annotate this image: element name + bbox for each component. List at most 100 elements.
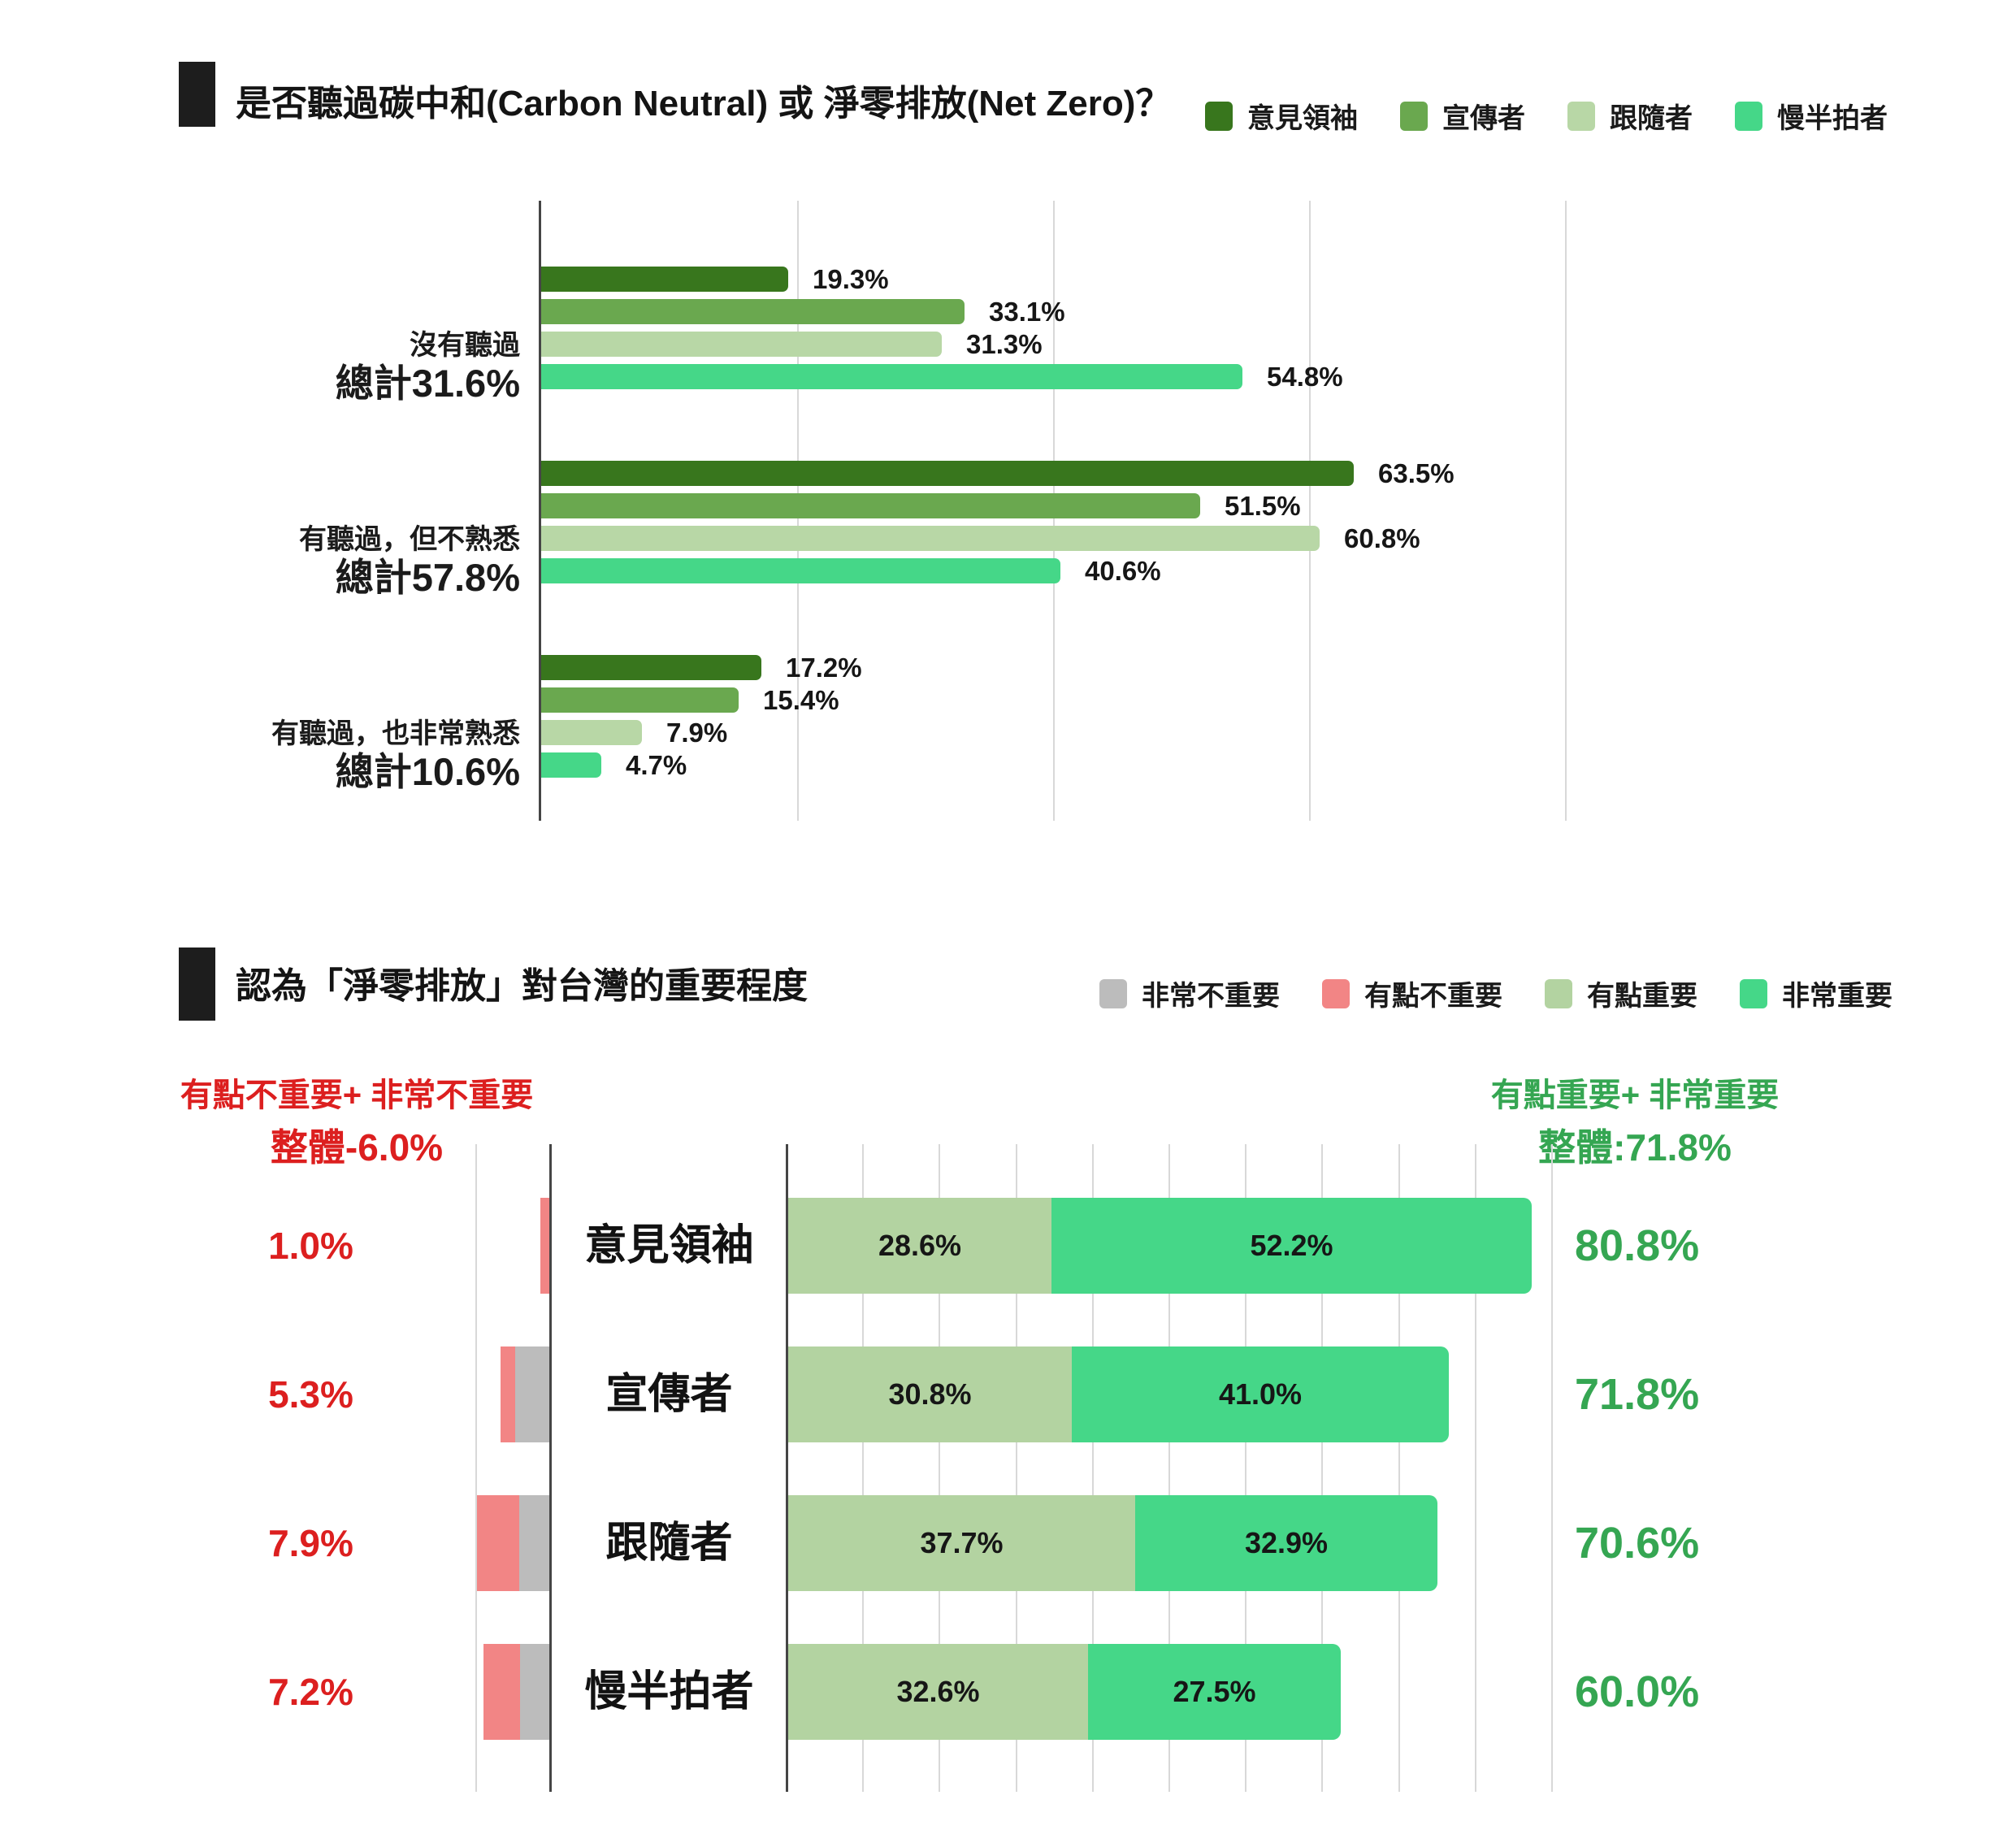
legend-swatch xyxy=(1400,101,1428,131)
legend-label: 意見領袖 xyxy=(1247,103,1358,134)
segment-value: 52.2% xyxy=(1250,1229,1333,1262)
chart1-group-total: 總計31.6% xyxy=(335,362,520,405)
chart1-legend: 意見領袖 宣傳者 跟隨者 慢半拍者 xyxy=(1205,96,1888,136)
chart1-bar-value: 31.3% xyxy=(966,329,1043,359)
segment-value: 30.8% xyxy=(888,1377,972,1411)
legend-label: 非常重要 xyxy=(1782,981,1892,1012)
segment-value: 32.6% xyxy=(896,1675,980,1708)
segment-very-important: 27.5% xyxy=(1088,1644,1341,1740)
legend-item: 非常重要 xyxy=(1740,974,1892,1013)
legend-swatch xyxy=(1099,978,1127,1008)
chart1-group-name: 有聽過，但不熟悉 xyxy=(299,524,520,555)
chart1-bar xyxy=(541,461,1354,486)
chart2-positive-total: 80.8% xyxy=(1575,1221,1700,1270)
chart2-title-marker xyxy=(179,948,215,1021)
legend-swatch xyxy=(1205,101,1233,131)
segment-very-unimportant xyxy=(520,1644,549,1740)
legend-label: 有點不重要 xyxy=(1364,981,1502,1012)
chart2-category-label: 跟隨者 xyxy=(605,1520,733,1567)
chart2-negative-header: 有點不重要+ 非常不重要 整體-6.0% xyxy=(113,1076,600,1169)
chart1-group-label: 沒有聽過 總計31.6% xyxy=(114,328,520,405)
segment-somewhat-important: 37.7% xyxy=(788,1495,1135,1591)
legend-item: 宣傳者 xyxy=(1400,96,1525,136)
legend-swatch xyxy=(1545,978,1572,1008)
segment-somewhat-unimportant xyxy=(483,1644,520,1740)
gridline xyxy=(1245,1144,1246,1792)
chart1-bar-value: 54.8% xyxy=(1267,362,1343,392)
chart2-positive-total: 71.8% xyxy=(1575,1370,1700,1419)
legend-swatch xyxy=(1322,978,1350,1008)
chart2-positive-bar: 32.6% 27.5% xyxy=(788,1644,1341,1740)
chart1-bar xyxy=(541,493,1200,518)
legend-label: 慢半拍者 xyxy=(1777,103,1888,134)
chart1-bar-value: 4.7% xyxy=(626,750,687,780)
chart2-negative-total: 7.2% xyxy=(268,1671,353,1713)
chart2-category-label: 意見領袖 xyxy=(584,1222,754,1269)
gridline xyxy=(1092,1144,1094,1792)
segment-somewhat-important: 32.6% xyxy=(788,1644,1088,1740)
chart1-bar xyxy=(541,332,942,357)
chart2-negative-total: 7.9% xyxy=(268,1522,353,1564)
chart2-positive-axis xyxy=(786,1144,788,1792)
segment-value: 32.9% xyxy=(1244,1526,1329,1559)
chart1-group-label: 有聽過，也非常熟悉 總計10.6% xyxy=(114,717,520,793)
segment-somewhat-unimportant xyxy=(540,1198,549,1294)
chart2-positive-total: 60.0% xyxy=(1575,1667,1700,1716)
segment-very-important: 41.0% xyxy=(1072,1346,1449,1442)
chart1-group-label: 有聽過，但不熟悉 總計57.8% xyxy=(114,523,520,599)
chart2-positive-total: 70.6% xyxy=(1575,1519,1700,1568)
chart2-positive-bar: 37.7% 32.9% xyxy=(788,1495,1437,1591)
gridline xyxy=(1309,201,1311,821)
chart1-bar-value: 33.1% xyxy=(989,297,1065,327)
chart2-category-label: 慢半拍者 xyxy=(584,1668,754,1715)
segment-somewhat-unimportant xyxy=(501,1346,515,1442)
legend-item: 有點不重要 xyxy=(1322,974,1502,1013)
chart1-bar xyxy=(541,687,739,713)
negative-header-total: 整體-6.0% xyxy=(270,1126,444,1169)
legend-swatch xyxy=(1567,101,1595,131)
chart1-bar-value: 60.8% xyxy=(1344,523,1420,553)
positive-header-total: 整體:71.8% xyxy=(1538,1126,1732,1169)
segment-value: 27.5% xyxy=(1173,1675,1256,1708)
chart1-bar-value: 63.5% xyxy=(1378,458,1455,488)
segment-somewhat-important: 30.8% xyxy=(788,1346,1072,1442)
chart1-bar xyxy=(541,267,788,292)
chart1-bar xyxy=(541,752,601,778)
chart2-negative-bar xyxy=(477,1495,549,1591)
chart2-category-label: 宣傳者 xyxy=(605,1371,733,1418)
segment-somewhat-important: 28.6% xyxy=(788,1198,1051,1294)
chart1-bar-value: 17.2% xyxy=(786,653,862,683)
segment-very-important: 52.2% xyxy=(1051,1198,1532,1294)
chart2-negative-bar xyxy=(483,1644,549,1740)
chart2-negative-bar xyxy=(540,1198,549,1294)
chart1-bar-value: 15.4% xyxy=(763,685,839,715)
chart1-bar xyxy=(541,526,1320,551)
chart1-bar-value: 19.3% xyxy=(813,264,889,294)
legend-item: 非常不重要 xyxy=(1099,974,1280,1013)
segment-value: 28.6% xyxy=(878,1229,962,1262)
legend-label: 跟隨者 xyxy=(1610,103,1693,134)
gridline xyxy=(939,1144,940,1792)
chart2-positive-bar: 30.8% 41.0% xyxy=(788,1346,1449,1442)
segment-very-important: 32.9% xyxy=(1135,1495,1437,1591)
gridline xyxy=(475,1144,477,1792)
gridline xyxy=(1551,1144,1553,1792)
chart1-bar xyxy=(541,655,761,680)
chart2-negative-axis xyxy=(549,1144,552,1792)
segment-somewhat-unimportant xyxy=(477,1495,519,1591)
chart1-bar xyxy=(541,558,1060,583)
legend-item: 跟隨者 xyxy=(1567,96,1693,136)
chart2-title: 認為「淨零排放」對台灣的重要程度 xyxy=(236,966,808,1006)
legend-item: 慢半拍者 xyxy=(1735,96,1888,136)
legend-label: 宣傳者 xyxy=(1442,103,1525,134)
legend-label: 有點重要 xyxy=(1587,981,1697,1012)
gridline xyxy=(1016,1144,1017,1792)
chart2-legend: 非常不重要 有點不重要 有點重要 非常重要 xyxy=(1099,974,1892,1013)
chart1-group-total: 總計10.6% xyxy=(335,750,520,793)
chart1-bar xyxy=(541,299,965,324)
chart1-bar xyxy=(541,364,1242,389)
chart1-group-name: 有聽過，也非常熟悉 xyxy=(271,718,520,749)
chart2-negative-total: 1.0% xyxy=(268,1225,353,1267)
legend-swatch xyxy=(1735,101,1762,131)
